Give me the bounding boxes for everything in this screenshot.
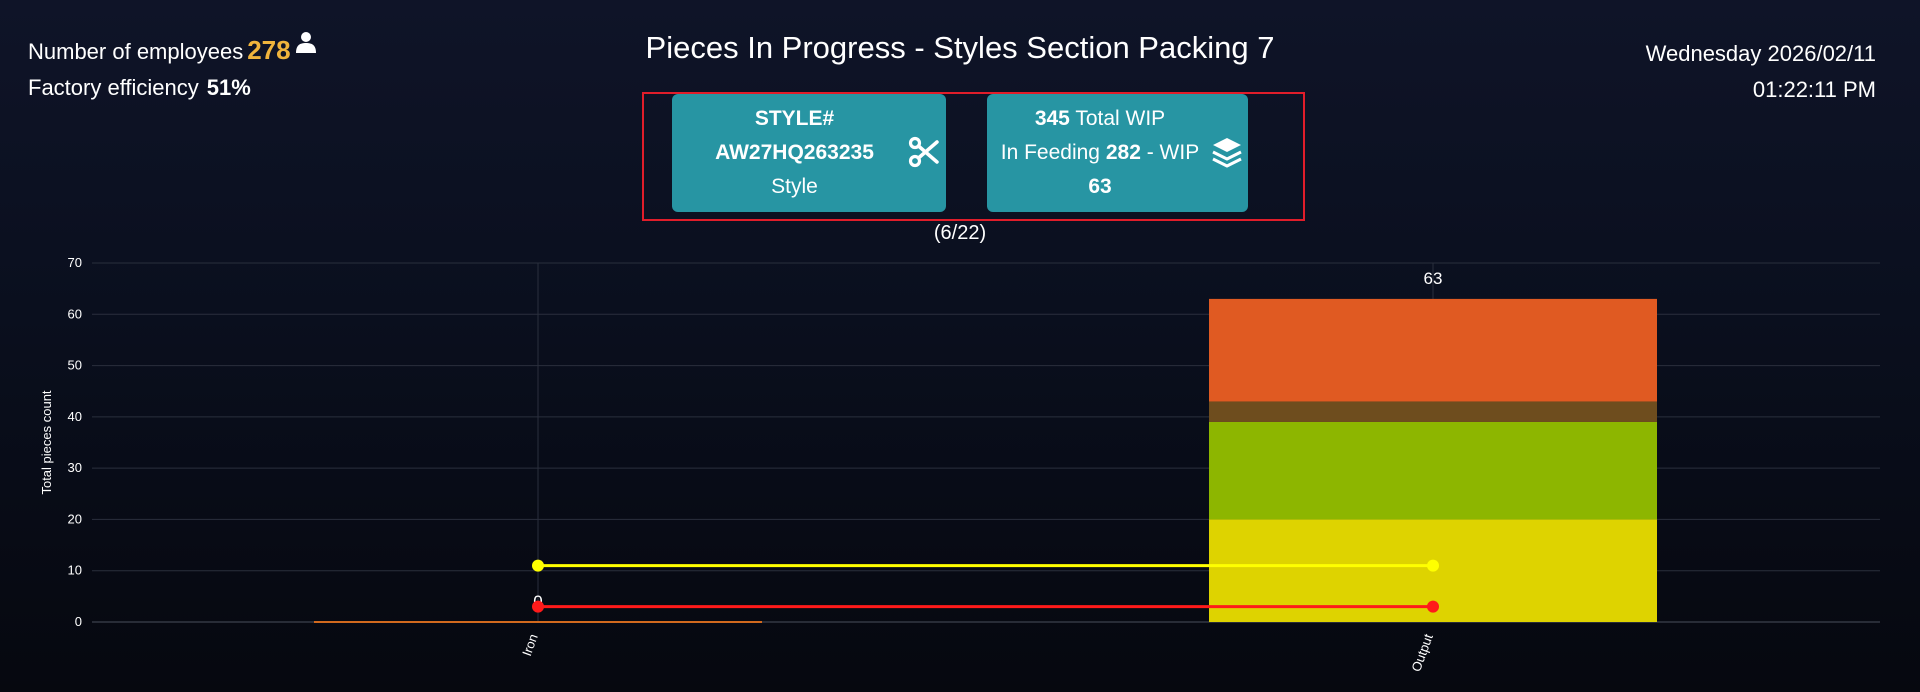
- efficiency-value: 51%: [206, 75, 251, 100]
- style-card[interactable]: STYLE# AW27HQ263235 Style: [672, 94, 946, 212]
- page-title: Pieces In Progress - Styles Section Pack…: [645, 30, 1275, 65]
- x-tick-label: Output: [1408, 632, 1436, 674]
- y-tick-label: 60: [68, 306, 82, 321]
- y-tick-label: 30: [68, 460, 82, 475]
- style-code: AW27HQ263235: [715, 141, 874, 164]
- time-text: 01:22:11 PM: [1752, 77, 1876, 102]
- y-tick-label: 0: [75, 614, 82, 629]
- highlight-frame: [642, 92, 1305, 221]
- y-tick-label: 50: [68, 358, 82, 373]
- bar-segment: [1209, 421, 1657, 520]
- employees-count: 278: [247, 35, 291, 65]
- y-tick-label: 10: [68, 563, 82, 578]
- employees-label: Number of employees: [28, 39, 244, 64]
- employees-row: Number of employees 278: [28, 32, 316, 70]
- style-label: STYLE#: [754, 107, 835, 130]
- datetime: Wednesday 2026/02/11 01:22:11 PM: [1646, 36, 1876, 108]
- bar-segment: [1209, 298, 1657, 402]
- wip-label: - WIP: [1146, 141, 1200, 164]
- header-stats: Number of employees 278 Factory efficien…: [28, 32, 316, 106]
- y-axis-label: Total pieces count: [39, 390, 54, 494]
- x-tick-label: Iron: [519, 632, 541, 658]
- scissors-icon: [908, 136, 940, 168]
- total-wip-value: 345: [1034, 107, 1070, 130]
- line-point: [532, 559, 544, 572]
- y-tick-label: 20: [68, 511, 82, 526]
- total-wip-label: Total WIP: [1075, 107, 1166, 130]
- wip-value: 63: [1088, 175, 1112, 198]
- style-caption: Style: [771, 175, 818, 198]
- feeding-line: In Feeding 282 - WIP: [1001, 136, 1199, 170]
- line-point: [1427, 600, 1439, 613]
- date-text: Wednesday 2026/02/11: [1645, 41, 1876, 66]
- bar-total-label: 63: [1424, 269, 1443, 288]
- layers-icon: [1211, 136, 1243, 168]
- efficiency-label: Factory efficiency: [28, 75, 199, 100]
- y-tick-label: 40: [68, 409, 82, 424]
- feeding-value: 282: [1105, 141, 1141, 164]
- user-icon: [295, 28, 316, 53]
- bar-segment: [1209, 401, 1657, 422]
- total-wip-line: 345 Total WIP: [1035, 102, 1165, 136]
- bar-segment: [314, 621, 762, 623]
- efficiency-row: Factory efficiency 51%: [28, 70, 316, 106]
- y-tick-label: 70: [68, 255, 82, 270]
- feeding-label: In Feeding: [1000, 141, 1100, 164]
- line-point: [532, 600, 544, 613]
- wip-card[interactable]: 345 Total WIP In Feeding 282 - WIP 63: [987, 94, 1248, 212]
- page-indicator: (6/22): [933, 222, 987, 244]
- line-point: [1427, 559, 1439, 572]
